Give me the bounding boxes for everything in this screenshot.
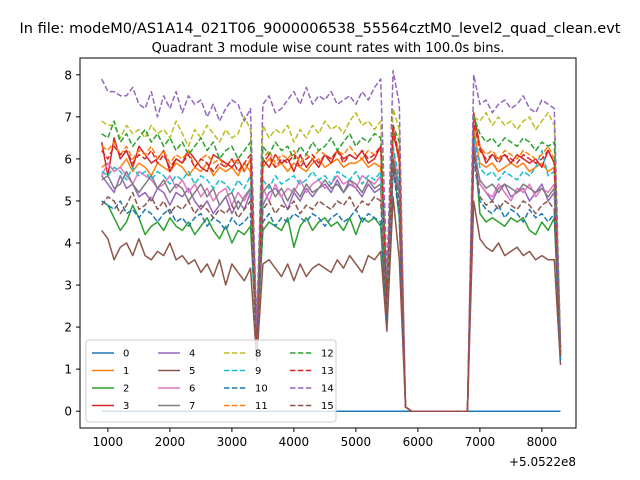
legend-label-7: 7: [189, 401, 195, 412]
legend-label-2: 2: [123, 384, 129, 395]
x-tick-label: 6000: [403, 435, 434, 449]
y-tick-label: 2: [64, 321, 72, 335]
x-tick-label: 2000: [155, 435, 186, 449]
x-axis: 1000 2000 3000 4000 5000 6000 7000 8000: [93, 428, 558, 449]
x-tick-label: 5000: [341, 435, 372, 449]
y-tick-label: 8: [64, 68, 72, 82]
series-line-10: [101, 158, 562, 412]
legend-label-12: 12: [321, 349, 334, 360]
legend-label-1: 1: [123, 366, 129, 377]
legend-label-11: 11: [255, 401, 268, 412]
legend-label-14: 14: [321, 384, 334, 395]
legend-label-13: 13: [321, 366, 334, 377]
y-tick-label: 7: [64, 110, 72, 124]
series-layer: [100, 69, 562, 412]
figure-suptitle: In file: modeM0/AS1A14_021T06_9000006538…: [20, 21, 621, 37]
y-tick-label: 0: [64, 405, 72, 419]
legend-label-10: 10: [255, 384, 268, 395]
series-line-14: [101, 69, 562, 412]
legend-label-0: 0: [123, 349, 129, 360]
series-line-7: [101, 149, 562, 412]
y-tick-label: 4: [64, 237, 72, 251]
legend-frame: [85, 339, 337, 423]
x-tick-label: 3000: [217, 435, 248, 449]
legend-label-5: 5: [189, 366, 195, 377]
legend-label-6: 6: [189, 384, 195, 395]
chart-title: Quadrant 3 module wise count rates with …: [152, 41, 505, 56]
x-tick-label: 4000: [279, 435, 310, 449]
y-tick-label: 6: [64, 152, 72, 166]
legend-label-3: 3: [123, 401, 129, 412]
y-tick-label: 5: [64, 194, 72, 208]
series-line-13: [101, 120, 562, 412]
legend-label-9: 9: [255, 366, 261, 377]
y-axis: 0 1 2 3 4 5 6 7 8: [64, 68, 80, 419]
x-tick-label: 7000: [465, 435, 496, 449]
legend-label-15: 15: [321, 401, 334, 412]
x-tick-label: 8000: [527, 435, 558, 449]
series-line-9: [101, 137, 562, 412]
series-line-2: [101, 132, 562, 412]
series-line-8: [101, 107, 562, 412]
x-tick-label: 1000: [93, 435, 124, 449]
series-line-12: [101, 116, 562, 412]
legend-label-8: 8: [255, 349, 261, 360]
series-line-15: [101, 149, 562, 412]
y-tick-label: 3: [64, 279, 72, 293]
x-offset-label: +5.0522e8: [509, 455, 576, 469]
series-line-5: [101, 196, 562, 412]
y-tick-label: 1: [64, 363, 72, 377]
legend-label-4: 4: [189, 349, 195, 360]
series-line-11: [101, 124, 562, 412]
